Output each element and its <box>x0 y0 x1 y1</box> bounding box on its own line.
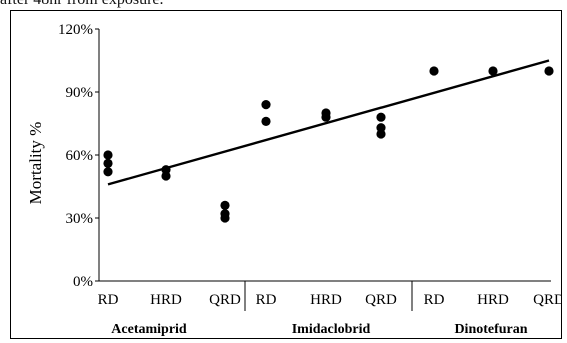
x-tick-label: RD <box>98 292 119 308</box>
group-label: Imidaclobrid <box>292 322 371 337</box>
data-point <box>544 66 554 76</box>
y-tick-label: 120% <box>58 22 93 38</box>
labels-layer: 0% 30% 60% 90% 120% Mortality % RD HRD QRD RD HRD Q… <box>26 22 565 337</box>
x-tick-label: QRD <box>533 292 561 308</box>
data-point <box>103 150 113 160</box>
data-point <box>321 112 331 122</box>
y-tick-label: 60% <box>66 148 94 164</box>
y-axis-title: Mortality % <box>26 122 45 205</box>
data-point <box>103 167 113 177</box>
x-tick-label: HRD <box>477 292 509 308</box>
group-label: Acetamiprid <box>111 322 187 337</box>
data-point <box>103 158 113 168</box>
data-point <box>161 165 171 175</box>
x-tick-label: HRD <box>310 292 342 308</box>
data-point <box>488 66 498 76</box>
x-tick-label: HRD <box>150 292 182 308</box>
data-point <box>261 116 271 126</box>
y-tick-label: 0% <box>73 274 93 290</box>
y-tick-label: 90% <box>66 85 94 101</box>
data-point <box>429 66 439 76</box>
data-point <box>376 123 386 133</box>
trendline <box>107 59 550 186</box>
x-tick-label: RD <box>256 292 277 308</box>
data-point <box>220 213 230 223</box>
axes-layer <box>95 28 551 311</box>
data-point <box>376 112 386 122</box>
points-layer <box>103 66 554 223</box>
data-point <box>376 129 386 139</box>
chart-frame: 0% 30% 60% 90% 120% Mortality % RD HRD QRD RD HRD Q… <box>10 10 565 339</box>
group-label: Dinotefuran <box>454 322 527 337</box>
data-point <box>220 200 230 210</box>
x-tick-label: QRD <box>209 292 241 308</box>
trendline-layer <box>107 59 550 186</box>
x-tick-label: QRD <box>365 292 397 308</box>
x-tick-label: RD <box>424 292 445 308</box>
data-point <box>261 100 271 110</box>
y-tick-label: 30% <box>66 211 94 227</box>
data-point <box>161 171 171 181</box>
mortality-scatter-chart: 0% 30% 60% 90% 120% Mortality % RD HRD QRD RD HRD Q… <box>26 22 565 337</box>
caption-fragment: after 48hr from exposure. <box>0 0 164 9</box>
